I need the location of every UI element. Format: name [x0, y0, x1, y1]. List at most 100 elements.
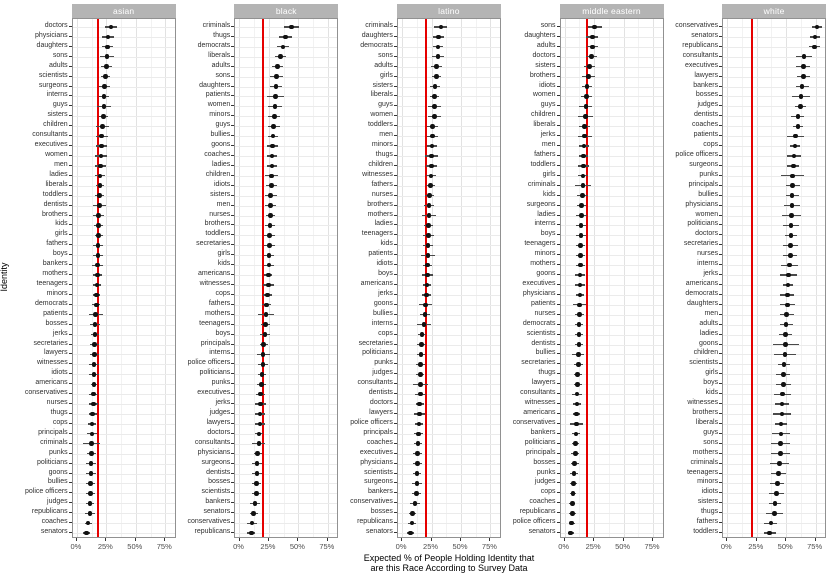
row-label: physicians [197, 448, 231, 456]
data-point [789, 213, 794, 218]
row-label: principals [38, 428, 68, 436]
row-gridline [560, 413, 663, 415]
data-point [101, 114, 106, 119]
row-gridline [235, 443, 338, 445]
row-gridline [560, 255, 663, 257]
data-point [95, 262, 100, 268]
row-label: bullies [47, 478, 68, 486]
data-point [254, 491, 259, 496]
y-axis-tick [393, 264, 397, 266]
row-gridline [235, 165, 338, 167]
row-gridline [235, 344, 338, 346]
row-label: lawyers [43, 349, 68, 357]
y-axis-tick [231, 303, 235, 305]
y-axis-tick [393, 303, 397, 305]
x-tick-label: 0% [558, 542, 570, 551]
row-label: principals [525, 448, 556, 456]
data-point [262, 332, 268, 337]
y-axis-tick [393, 532, 397, 534]
grid-minor [608, 19, 610, 537]
y-axis-tick [68, 403, 72, 405]
data-point [432, 84, 438, 89]
y-axis-tick [231, 522, 235, 524]
data-point [590, 34, 595, 40]
row-gridline [723, 56, 826, 58]
row-gridline [397, 294, 500, 296]
y-axis-tick [393, 512, 397, 514]
y-axis-tick [556, 174, 560, 176]
y-axis-tick [231, 85, 235, 87]
y-axis-tick [393, 422, 397, 424]
row-gridline [397, 136, 500, 138]
data-point [257, 421, 263, 427]
y-axis-tick [68, 194, 72, 196]
y-axis-tick [68, 184, 72, 186]
row-label: boys [52, 250, 68, 258]
y-axis-tick [393, 472, 397, 474]
y-axis-tick [231, 532, 235, 534]
data-point [258, 381, 264, 387]
row-gridline [235, 354, 338, 356]
row-gridline [560, 245, 663, 247]
row-gridline [560, 46, 663, 48]
x-tick-label: 75% [644, 542, 660, 551]
data-point [793, 133, 798, 139]
row-gridline [723, 175, 826, 177]
row-gridline [72, 503, 175, 505]
row-label: bankers [530, 428, 556, 436]
y-axis-tick [719, 244, 723, 246]
y-axis-tick [231, 254, 235, 256]
y-axis-tick [68, 442, 72, 444]
row-gridline [560, 374, 663, 376]
data-point [92, 342, 97, 347]
row-label: judges [47, 498, 68, 506]
row-label: brothers [367, 200, 393, 208]
row-label: boys [703, 379, 719, 387]
data-point [426, 233, 431, 238]
row-label: girls [380, 71, 393, 79]
y-axis-tick [556, 323, 560, 325]
x-tick-label: 75% [319, 542, 335, 551]
data-point [800, 74, 806, 79]
row-gridline [397, 195, 500, 197]
row-gridline [235, 116, 338, 118]
row-label: ladies [212, 160, 231, 168]
row-gridline [723, 364, 826, 366]
row-gridline [397, 56, 500, 58]
data-point [427, 193, 433, 198]
row-label: liberals [45, 180, 68, 188]
row-gridline [397, 503, 500, 505]
row-gridline [72, 175, 175, 177]
y-axis-tick [393, 65, 397, 67]
grid-minor [446, 19, 448, 537]
data-point [87, 501, 93, 506]
row-gridline [560, 523, 663, 525]
row-gridline [397, 76, 500, 78]
y-axis-tick [719, 224, 723, 226]
row-gridline [560, 265, 663, 267]
row-label: criminals [202, 22, 231, 29]
y-axis-tick [556, 85, 560, 87]
row-gridline [723, 165, 826, 167]
row-label: thugs [50, 408, 68, 416]
row-label: dentists [531, 339, 556, 347]
y-axis-tick [719, 125, 723, 127]
y-axis-tick [231, 502, 235, 504]
data-point [425, 243, 431, 248]
y-axis-tick [231, 75, 235, 77]
row-label: dentists [368, 389, 393, 397]
data-point [94, 282, 100, 288]
y-axis-tick [68, 482, 72, 484]
row-gridline [397, 523, 500, 525]
data-point [577, 272, 583, 278]
data-point [790, 163, 796, 169]
data-point [101, 94, 107, 99]
y-axis-tick [719, 274, 723, 276]
row-label: women [695, 210, 719, 218]
x-tick-label: 25% [97, 542, 113, 551]
row-label: politicians [687, 220, 719, 228]
x-axis-tick [75, 538, 77, 541]
data-point [91, 372, 97, 377]
row-gridline [560, 354, 663, 356]
data-point [576, 332, 582, 337]
